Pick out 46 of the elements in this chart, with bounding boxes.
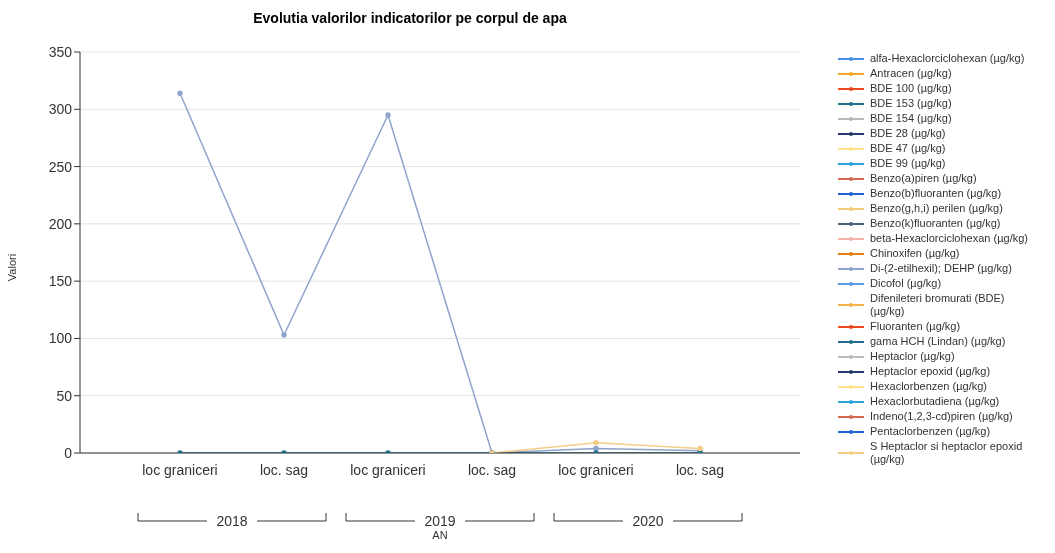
text: 2018	[216, 513, 248, 529]
legend-label: alfa-Hexaclorciclohexan (µg/kg)	[870, 52, 1025, 65]
legend-label: BDE 100 (µg/kg)	[870, 82, 952, 95]
legend-label: Benzo(k)fluoranten (µg/kg)	[870, 217, 1001, 230]
y-tick-label: 200	[48, 215, 73, 232]
y-tick-label: 150	[48, 273, 73, 290]
x-tick-label: loc. sag	[467, 461, 517, 478]
x-tick-label: loc graniceri	[350, 461, 426, 478]
chart-title: Evolutia valorilor indicatorilor pe corpul de apa	[252, 10, 568, 26]
legend-label: BDE 28 (µg/kg)	[870, 127, 946, 140]
text: 2019	[424, 513, 456, 529]
legend-label: Heptaclor (µg/kg)	[870, 350, 955, 363]
legend-label: Pentaclorbenzen (µg/kg)	[870, 425, 991, 438]
legend-label: Benzo(a)piren (µg/kg)	[870, 172, 977, 185]
text: 2020	[632, 513, 664, 529]
y-tick-label: 350	[48, 43, 73, 60]
legend-label: BDE 47 (µg/kg)	[870, 142, 946, 155]
legend-label: Hexaclorbenzen (µg/kg)	[870, 380, 988, 393]
legend-label: BDE 99 (µg/kg)	[870, 157, 946, 170]
y-tick-label: 100	[48, 330, 73, 347]
legend-label: Benzo(g,h,i) perilen (µg/kg)	[870, 202, 1003, 215]
legend-label: Benzo(b)fluoranten (µg/kg)	[870, 187, 1002, 200]
x-tick-label: loc. sag	[675, 461, 725, 478]
y-tick-label: 250	[48, 158, 73, 175]
y-axis-title: Valori	[6, 253, 18, 282]
x-tick-label: loc graniceri	[558, 461, 634, 478]
y-tick-label: 0	[64, 444, 73, 461]
x-tick-label: loc. sag	[259, 461, 309, 478]
x-tick-label: loc graniceri	[142, 461, 218, 478]
legend-label: Chinoxifen (µg/kg)	[870, 247, 960, 260]
legend-label: Di-(2-etilhexil); DEHP (µg/kg)	[870, 262, 1012, 275]
legend-label: Indeno(1,2,3-cd)piren (µg/kg)	[870, 410, 1013, 423]
y-tick-label: 300	[48, 101, 73, 118]
legend-label: Hexaclorbutadiena (µg/kg)	[870, 395, 1000, 408]
legend-label: Heptaclor epoxid (µg/kg)	[870, 365, 991, 378]
y-tick-label: 50	[56, 387, 73, 404]
legend-label: Antracen (µg/kg)	[870, 67, 952, 80]
legend-label: gama HCH (Lindan) (µg/kg)	[870, 335, 1006, 348]
legend-label: Difenileteri bromurati (BDE) (µg/kg)	[870, 292, 1006, 318]
legend-label: S Heptaclor si heptaclor epoxid (µg/kg)	[870, 440, 1024, 466]
legend-label: BDE 153 (µg/kg)	[870, 97, 952, 110]
x-axis-title: AN	[432, 529, 448, 541]
legend-label: BDE 154 (µg/kg)	[870, 112, 952, 125]
legend-label: beta-Hexaclorciclohexan (µg/kg)	[870, 232, 1028, 245]
legend-label: Fluoranten (µg/kg)	[870, 320, 961, 333]
legend-label: Dicofol (µg/kg)	[870, 277, 942, 290]
